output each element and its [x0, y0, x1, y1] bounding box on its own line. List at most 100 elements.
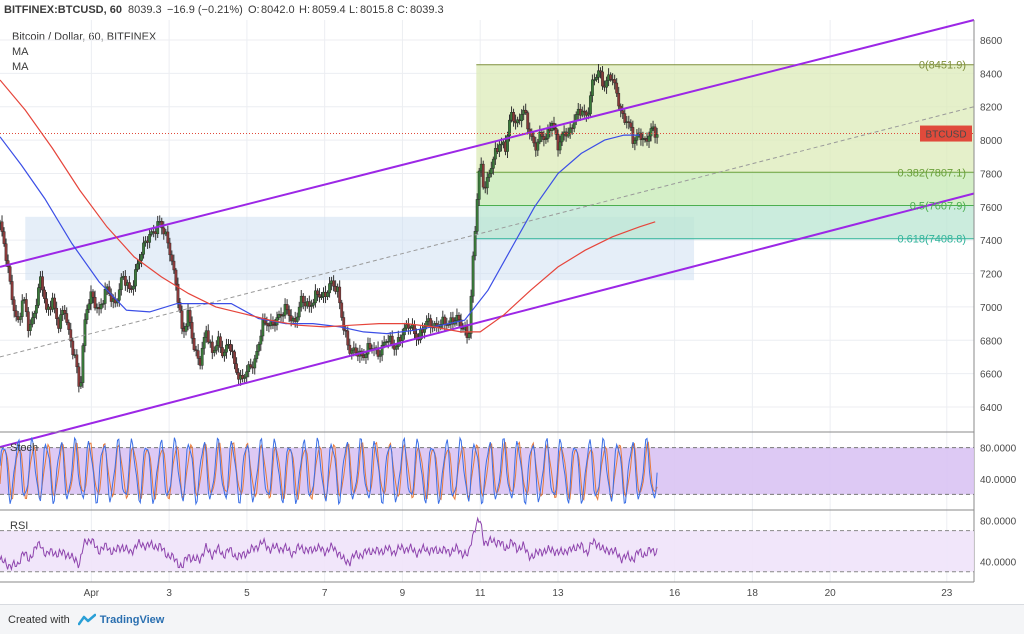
- candle-body: [119, 277, 123, 290]
- price-tick-label: 8600: [980, 36, 1003, 47]
- candle-body: [512, 112, 515, 122]
- candle-body: [83, 319, 87, 346]
- candle-body: [647, 135, 651, 142]
- fib-level-label: 0(8451.9): [919, 60, 966, 72]
- ma-legend-1[interactable]: MA: [12, 46, 29, 58]
- candle-body: [328, 283, 331, 294]
- price-tick-label: 7400: [980, 236, 1003, 247]
- candle-body: [188, 310, 192, 323]
- fib-level-label: 0.382(7807.1): [898, 167, 967, 179]
- candle-body: [467, 333, 471, 338]
- chart-area[interactable]: BITFINEX:BTCUSD, 60 8039.3 −16.9 (−0.21%…: [0, 0, 1024, 604]
- candle-body: [8, 266, 12, 282]
- candle-body: [229, 344, 232, 352]
- candle-body: [346, 330, 350, 346]
- candle-body: [71, 340, 75, 355]
- candle-body: [326, 292, 329, 297]
- candle-body: [613, 79, 617, 84]
- price-tick-label: 6800: [980, 336, 1003, 347]
- candle-body: [643, 138, 647, 140]
- price-tick-label: 6600: [980, 370, 1003, 381]
- stoch-pane: [0, 436, 974, 506]
- candle-body: [65, 313, 69, 323]
- candle-body: [43, 289, 46, 299]
- candle-body: [544, 138, 548, 140]
- candle-body: [249, 364, 253, 368]
- candle-body: [459, 319, 463, 329]
- fib-level-label: 0.618(7408.8): [898, 234, 967, 246]
- candle-body: [609, 74, 613, 80]
- close-label: C:: [397, 4, 408, 16]
- candle-body: [309, 305, 313, 307]
- candle-body: [20, 300, 24, 317]
- candle-body: [34, 305, 38, 314]
- candle-body: [41, 276, 44, 291]
- candle-body: [103, 288, 107, 304]
- candle-body: [621, 110, 625, 114]
- candle-body: [516, 119, 520, 124]
- candle-body: [338, 286, 342, 304]
- price-tick-label: 7800: [980, 169, 1003, 180]
- candle-body: [354, 347, 358, 354]
- stoch-k-line: [0, 436, 658, 506]
- candle-body: [639, 132, 643, 141]
- candle-body: [301, 295, 305, 303]
- candle-body: [508, 119, 511, 136]
- candle-body: [413, 324, 416, 334]
- candle-body: [485, 177, 489, 189]
- candle-body: [297, 306, 301, 318]
- price-tick-label: 8000: [980, 136, 1003, 147]
- symbol-header: BITFINEX:BTCUSD, 60 8039.3 −16.9 (−0.21%…: [4, 4, 444, 16]
- candle-body: [243, 376, 247, 379]
- candle-body: [210, 341, 214, 353]
- rsi-band: [0, 530, 974, 572]
- candle-body: [194, 349, 198, 351]
- ma-legend-2[interactable]: MA: [12, 61, 29, 73]
- candle-body: [277, 313, 281, 318]
- candle-body: [172, 260, 176, 271]
- candle-body: [162, 227, 166, 235]
- fib-level-label: 0.5(7607.9): [910, 201, 966, 213]
- candle-body: [233, 351, 236, 364]
- candle-body: [344, 329, 348, 332]
- candle-body: [580, 110, 584, 116]
- candle-body: [259, 335, 263, 345]
- candle-body: [318, 294, 321, 298]
- high-label: H:: [299, 4, 310, 16]
- candle-body: [231, 350, 234, 353]
- candle-body: [597, 70, 600, 78]
- candle-body: [287, 309, 291, 316]
- ma-red-line: [0, 79, 656, 333]
- candle-body: [340, 302, 344, 318]
- high-value: 8059.4: [312, 4, 346, 16]
- channel-lower-line: [0, 192, 975, 448]
- low-label: L:: [349, 4, 358, 16]
- candle-body: [593, 79, 596, 81]
- candle-body: [285, 304, 289, 311]
- candle-body: [37, 287, 40, 306]
- candle-body: [150, 231, 154, 235]
- candle-body: [12, 299, 16, 312]
- candle-body: [75, 354, 79, 368]
- time-tick-label: 5: [244, 588, 250, 599]
- candle-body: [10, 281, 14, 301]
- candle-body: [176, 283, 180, 303]
- time-tick-label: 23: [941, 588, 953, 599]
- time-tick-label: Apr: [84, 588, 100, 599]
- candle-body: [174, 269, 178, 285]
- time-tick-label: 9: [400, 588, 406, 599]
- candle-body: [599, 70, 602, 73]
- candle-body: [28, 323, 32, 331]
- candle-body: [53, 297, 56, 309]
- tradingview-brand[interactable]: TradingView: [99, 613, 165, 626]
- candle-body: [560, 133, 564, 143]
- candle-body: [91, 291, 95, 298]
- candle-body: [409, 327, 412, 329]
- candle-body: [320, 296, 323, 299]
- candle-body: [601, 71, 604, 87]
- candle-body: [206, 330, 210, 343]
- candle-body: [123, 275, 127, 286]
- candle-body: [99, 303, 103, 310]
- candle-body: [378, 354, 382, 357]
- candle-body: [653, 126, 657, 138]
